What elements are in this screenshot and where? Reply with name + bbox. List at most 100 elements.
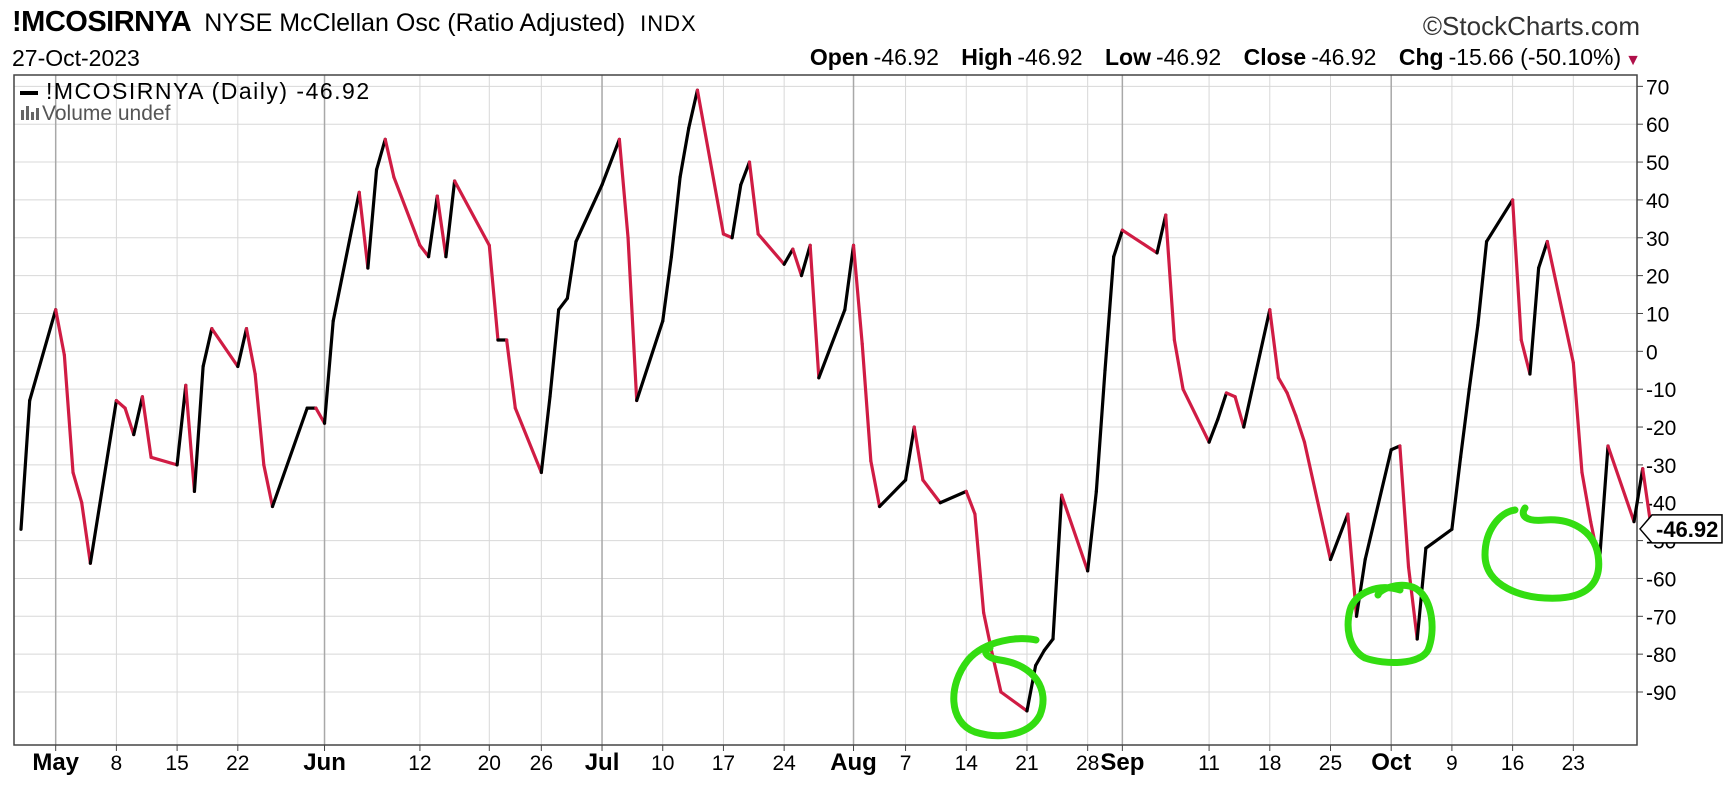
x-tick-label: 23 <box>1562 752 1585 775</box>
series-segment <box>262 463 275 509</box>
series-segment <box>739 160 752 187</box>
series-segment <box>1537 239 1549 270</box>
series-segment <box>860 342 873 463</box>
series-segment <box>1242 308 1272 429</box>
series-segment <box>1112 228 1124 259</box>
x-tick-label: 9 <box>1446 752 1458 775</box>
volume-bars-icon <box>21 106 39 120</box>
series-segment <box>314 406 327 425</box>
series-segment <box>687 88 700 130</box>
series-segment <box>366 168 379 270</box>
annotation-circle-aug <box>950 635 1047 740</box>
y-tick-label: -10 <box>1646 379 1676 402</box>
symbol-title: !MCOSIRNYA <box>12 6 192 38</box>
series-segment <box>1302 440 1333 562</box>
series-segment <box>929 489 942 505</box>
series-segment <box>1181 387 1211 444</box>
series-segment <box>539 395 552 475</box>
series-segment <box>1155 213 1168 255</box>
series-segment <box>184 383 197 493</box>
series-segment <box>617 137 630 240</box>
series-segment <box>1164 213 1176 342</box>
open-label: Open <box>809 44 869 70</box>
series-segment <box>1060 493 1090 573</box>
series-segment <box>1268 308 1281 380</box>
series-segment <box>1450 455 1463 531</box>
series-segment <box>54 308 66 357</box>
series-segment <box>418 243 431 259</box>
series-segment <box>1398 444 1411 569</box>
series-segment <box>1476 239 1489 327</box>
series-segment <box>210 327 240 369</box>
series-segment <box>175 383 188 467</box>
series-segment <box>201 327 214 369</box>
series-segment <box>869 459 882 509</box>
series-segment <box>270 406 309 509</box>
series-segment <box>1606 444 1636 524</box>
series-segment <box>1276 376 1289 395</box>
x-tick-label: Sep <box>1100 749 1144 776</box>
stockcharts-watermark[interactable]: ©StockCharts.com <box>1422 11 1640 41</box>
series-segment <box>548 308 561 399</box>
legend-series-entry: !MCOSIRNYA (Daily) -46.92 <box>20 78 371 105</box>
series-segment <box>557 296 569 312</box>
x-tick-label: 28 <box>1076 752 1099 775</box>
legend-series-label: !MCOSIRNYA (Daily) -46.92 <box>46 78 371 104</box>
y-tick-label: 0 <box>1646 341 1658 364</box>
series-segment <box>1519 338 1532 376</box>
series-segment <box>192 364 205 493</box>
series-segment <box>1528 266 1541 376</box>
series-segment <box>88 398 118 565</box>
series-segment <box>435 194 448 259</box>
x-tick-label: 8 <box>111 752 123 775</box>
series-segment <box>1354 557 1367 618</box>
series-segment <box>1328 535 1341 562</box>
series-segment <box>730 183 743 240</box>
low-value: -46.92 <box>1155 44 1222 70</box>
legend-volume-entry: Volume undef <box>20 102 371 126</box>
series-segment <box>140 395 153 459</box>
series-segment <box>912 425 925 482</box>
x-tick-label: 16 <box>1501 752 1524 775</box>
y-tick-label: -60 <box>1646 568 1676 591</box>
series-segment <box>1216 391 1229 422</box>
low-label: Low <box>1104 44 1151 70</box>
y-tick-label: -80 <box>1646 644 1676 667</box>
y-tick-label: 40 <box>1646 190 1669 213</box>
series-segment <box>1120 228 1159 255</box>
series-segment <box>505 338 517 410</box>
series-segment <box>756 232 786 266</box>
plot-frame <box>13 74 1638 746</box>
series-segment <box>973 512 986 615</box>
oscillator-series <box>19 88 1653 713</box>
y-tick-label: 30 <box>1646 228 1669 251</box>
close-value: -46.92 <box>1311 44 1377 70</box>
series-segment <box>1086 489 1098 573</box>
series-segment <box>1051 493 1064 641</box>
series-segment <box>1580 470 1593 524</box>
series-segment <box>71 470 84 505</box>
series-segment <box>487 243 500 342</box>
series-segment <box>374 137 387 172</box>
series-segment <box>661 255 674 323</box>
series-segment <box>1467 323 1480 391</box>
series-segment <box>1406 565 1419 641</box>
x-tick-label: 12 <box>408 752 431 775</box>
x-tick-label: 21 <box>1015 752 1038 775</box>
series-segment <box>817 308 847 380</box>
high-value: -46.92 <box>1017 44 1083 70</box>
series-segment <box>62 353 75 475</box>
y-tick-label: 60 <box>1646 114 1669 137</box>
grid-lines <box>14 75 1637 745</box>
series-segment <box>123 406 136 437</box>
series-segment <box>357 190 370 270</box>
series-segment <box>565 239 578 300</box>
y-tick-label: 10 <box>1646 303 1669 326</box>
x-tick-label: 14 <box>955 752 979 775</box>
x-tick-label: 20 <box>478 752 501 775</box>
chart-legend: !MCOSIRNYA (Daily) -46.92 Volume undef <box>20 78 371 126</box>
series-segment <box>903 425 916 482</box>
series-segment <box>626 236 639 403</box>
x-tick-label: 11 <box>1198 752 1220 775</box>
